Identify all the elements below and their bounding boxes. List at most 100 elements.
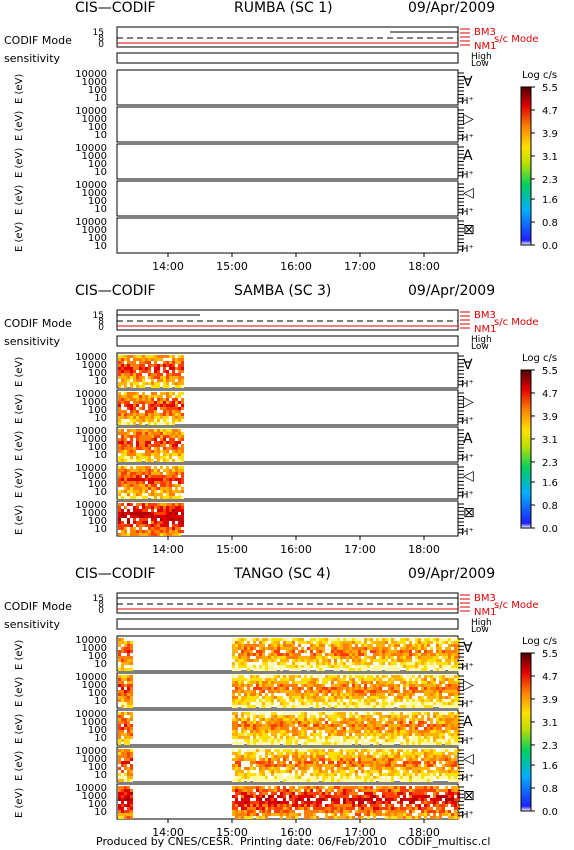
spectrogram-cell — [250, 739, 253, 742]
spectrogram-cell — [433, 656, 436, 659]
spectrogram-cell — [133, 447, 136, 450]
spectrogram-cell — [124, 401, 127, 404]
spectrogram-cell — [424, 758, 427, 761]
spectrogram-cell — [175, 487, 178, 490]
spectrogram-cell — [178, 527, 181, 530]
spectrogram-cell — [409, 659, 412, 662]
spectrogram-cell — [265, 773, 268, 776]
spectrogram-cell — [325, 810, 328, 813]
spectrogram-cell — [331, 733, 334, 736]
spectrogram-cell — [178, 385, 181, 388]
spectrogram-cell — [121, 398, 124, 401]
spectrogram-cell — [121, 696, 124, 699]
spectrogram-cell — [235, 638, 238, 641]
spectrogram-cell — [325, 693, 328, 696]
spectrogram-cell — [280, 705, 283, 708]
spectrogram-cell — [133, 518, 136, 521]
spectrogram-cell — [442, 767, 445, 770]
spectrogram-cell — [166, 521, 169, 524]
spectrogram-cell — [379, 752, 382, 755]
spectrogram-cell — [349, 816, 352, 819]
spectrogram-cell — [280, 678, 283, 681]
spectrogram-cell — [178, 435, 181, 438]
spectrogram-cell — [244, 816, 247, 819]
spectrogram-cell — [433, 755, 436, 758]
spectrogram-cell — [304, 736, 307, 739]
spectrogram-cell — [298, 644, 301, 647]
spectrogram-cell — [319, 641, 322, 644]
spectrogram-cell — [403, 773, 406, 776]
spectrogram-cell — [343, 668, 346, 671]
spectrogram-cell — [121, 715, 124, 718]
spectrogram-cell — [388, 644, 391, 647]
direction: A — [463, 148, 473, 164]
spectrogram-cell — [283, 644, 286, 647]
spectrogram-cell — [181, 419, 184, 422]
spectrogram-cell — [424, 721, 427, 724]
spectrogram-cell — [370, 687, 373, 690]
spectrogram-cell — [370, 764, 373, 767]
spectrogram-cell — [157, 515, 160, 518]
spectrogram-cell — [403, 724, 406, 727]
spectrogram-cell — [421, 730, 424, 733]
spectrogram-cell — [328, 696, 331, 699]
spectrogram-cell — [382, 675, 385, 678]
spectrogram-cell — [265, 758, 268, 761]
spectrogram-cell — [151, 469, 154, 472]
spectrogram-cell — [136, 521, 139, 524]
spectrogram-cell — [160, 355, 163, 358]
spectrogram-cell — [436, 662, 439, 665]
spectrogram-cell — [328, 804, 331, 807]
spectrogram-cell — [355, 736, 358, 739]
spectrogram-cell — [373, 668, 376, 671]
spectrogram-cell — [391, 804, 394, 807]
spectrogram-cell — [247, 810, 250, 813]
spectrogram-cell — [325, 715, 328, 718]
spectrogram-cell — [454, 724, 457, 727]
spectrogram-cell — [421, 684, 424, 687]
spectrogram-cell — [349, 696, 352, 699]
colorbar-label: 5.5 — [542, 366, 558, 377]
colorbar-label: 0.8 — [542, 501, 558, 512]
energy-label: E (eV) — [14, 185, 25, 215]
spectrogram-cell — [247, 789, 250, 792]
spectrogram-cell — [328, 699, 331, 702]
spectrogram-cell — [127, 487, 130, 490]
species: H⁺ — [461, 96, 474, 107]
spectrogram-cell — [118, 656, 121, 659]
spectrogram-cell — [154, 373, 157, 376]
spectrogram-cell — [415, 687, 418, 690]
spectrogram-cell — [154, 370, 157, 373]
energy-label: E (eV) — [14, 468, 25, 498]
spectrogram-cell — [427, 749, 430, 752]
spectrogram-cell — [145, 512, 148, 515]
spectrogram-cell — [181, 435, 184, 438]
spectrogram-cell — [127, 650, 130, 653]
spectrogram-cell — [403, 770, 406, 773]
spectrogram-cell — [376, 727, 379, 730]
spectrogram-cell — [169, 429, 172, 432]
spectrogram-cell — [340, 715, 343, 718]
spectrogram-cell — [304, 801, 307, 804]
spectrogram-cell — [373, 678, 376, 681]
spectrogram-cell — [409, 779, 412, 782]
spectrogram-cell — [376, 776, 379, 779]
colorbar-label: 3.1 — [542, 435, 558, 446]
spectrogram-cell — [394, 816, 397, 819]
spectrogram-cell — [283, 718, 286, 721]
spectrogram-cell — [178, 364, 181, 367]
spectrogram-cell — [232, 693, 235, 696]
spectrogram-cell — [310, 727, 313, 730]
spectrogram-cell — [145, 367, 148, 370]
spectrogram-cell — [340, 678, 343, 681]
spectrogram-cell — [340, 684, 343, 687]
spectrogram-cell — [250, 675, 253, 678]
spectrogram-cell — [235, 690, 238, 693]
spectrogram-cell — [121, 478, 124, 481]
spectrogram-cell — [235, 804, 238, 807]
spacecraft: RUMBA (SC 1) — [234, 0, 333, 16]
spectrogram-cell — [238, 638, 241, 641]
spectrogram-cell — [316, 807, 319, 810]
spectrogram-cell — [160, 422, 163, 425]
spectrogram-cell — [172, 370, 175, 373]
